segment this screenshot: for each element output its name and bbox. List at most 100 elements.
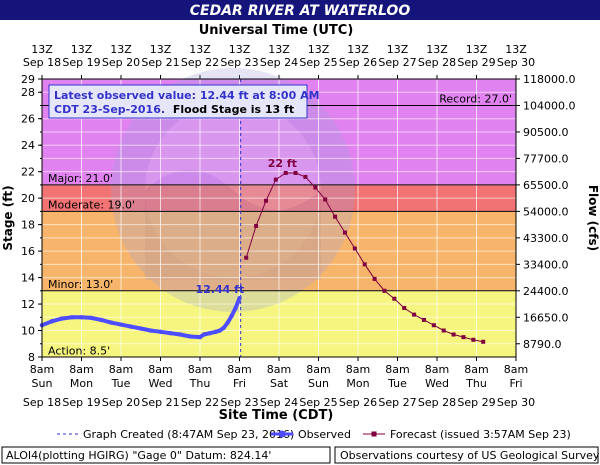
forecast-point xyxy=(352,246,357,251)
top-tick-hour: 13Z xyxy=(466,43,488,56)
forecast-point xyxy=(303,174,308,179)
info-line-1: Latest observed value: 12.44 ft at 8:00 … xyxy=(54,89,320,102)
forecast-point xyxy=(244,255,249,260)
bottom-tick-date: Sep 27 xyxy=(378,396,416,409)
bottom-tick-hour: 8am xyxy=(267,363,291,376)
observed-point xyxy=(59,316,64,321)
forecast-point xyxy=(372,276,377,281)
top-tick-date: Sep 20 xyxy=(102,56,140,69)
forecast-point xyxy=(481,339,486,344)
forecast-point xyxy=(254,223,259,228)
forecast-point xyxy=(461,335,466,340)
bottom-tick-date: Sep 20 xyxy=(102,396,140,409)
left-tick-label: 8 xyxy=(28,351,35,364)
top-tick-date: Sep 26 xyxy=(339,56,377,69)
bottom-tick-date: Sep 29 xyxy=(457,396,495,409)
left-tick-label: 10 xyxy=(21,325,35,338)
bottom-tick-date: Sep 19 xyxy=(62,396,100,409)
footer-right-box xyxy=(334,446,599,464)
svg-text:CDT 23-Sep-2016. Flood S: CDT 23-Sep-2016. Flood Stage is 13 ft xyxy=(54,103,294,116)
observed-point xyxy=(237,296,242,301)
right-tick-label: 77700.0 xyxy=(523,152,569,165)
left-tick-label: 29 xyxy=(21,73,35,86)
top-tick-date: Sep 23 xyxy=(220,56,258,69)
info-line-2a: CDT 23-Sep-2016. xyxy=(54,103,165,116)
footer-datum: ALOI4(plotting HGIRG) "Gage 0" Datum: 82… xyxy=(6,449,271,462)
bottom-tick-date: Sep 21 xyxy=(141,396,179,409)
footer-credit: Observations courtesy of US Geological S… xyxy=(340,449,600,462)
forecast-point xyxy=(323,197,328,202)
bottom-tick-day: Fri xyxy=(509,377,522,390)
left-tick-label: 14 xyxy=(21,272,35,285)
forecast-point xyxy=(392,296,397,301)
top-tick-date: Sep 18 xyxy=(23,56,61,69)
right-tick-label: 24400.0 xyxy=(523,285,569,298)
right-tick-label: 43300.0 xyxy=(523,232,569,245)
observed-point xyxy=(128,324,134,329)
left-tick-label: 24 xyxy=(21,139,35,152)
footer-left-box xyxy=(1,446,331,464)
observed-point xyxy=(229,313,234,319)
left-tick-label: 20 xyxy=(21,192,35,205)
forecast-point xyxy=(431,323,436,328)
left-tick-label: 18 xyxy=(21,219,35,232)
top-tick-hour: 13Z xyxy=(268,43,290,56)
right-tick-label: 104000.0 xyxy=(523,99,576,112)
bottom-tick-day: Mon xyxy=(70,377,93,390)
observed-point xyxy=(89,315,94,321)
top-tick-date: Sep 29 xyxy=(457,56,495,69)
band-labels: Record: 27.0' Major: 21.0' Moderate: 19.0'… xyxy=(42,92,516,357)
top-tick-date: Sep 30 xyxy=(497,56,535,69)
observed-point xyxy=(49,319,55,324)
bottom-tick-day: Sun xyxy=(308,377,329,390)
bottom-tick-hour: 8am xyxy=(464,363,488,376)
observed-point xyxy=(213,329,218,335)
forecast-point xyxy=(412,312,417,317)
observed-point xyxy=(201,332,207,337)
observed-point xyxy=(197,334,203,340)
bottom-tick-hour: 8am xyxy=(227,363,251,376)
legend-observed-label: Observed xyxy=(298,428,351,441)
bottom-tick-day: Thu xyxy=(465,377,487,390)
observed-point xyxy=(221,325,226,331)
bottom-tick-hour: 8am xyxy=(69,363,93,376)
bottom-tick-hour: 8am xyxy=(504,363,528,376)
forecast-point xyxy=(362,262,367,267)
forecast-point xyxy=(293,170,298,175)
bottom-tick-day: Mon xyxy=(346,377,369,390)
bottom-tick-day: Tue xyxy=(111,377,131,390)
right-axis-ticks: 8790.0 16650.0 24400.0 33400.0 43300.0 54000.… xyxy=(516,73,576,351)
bottom-tick-hour: 8am xyxy=(385,363,409,376)
top-tick-hour: 13Z xyxy=(71,43,93,56)
top-tick-date: Sep 24 xyxy=(260,56,298,69)
bottom-tick-day: Fri xyxy=(233,377,246,390)
right-tick-label: 8790.0 xyxy=(523,338,562,351)
top-tick-hour: 13Z xyxy=(426,43,448,56)
band-label-action: Action: 8.5' xyxy=(48,344,110,357)
bottom-tick-date: Sep 22 xyxy=(181,396,219,409)
title-bar xyxy=(0,0,600,20)
top-tick-hour: 13Z xyxy=(308,43,330,56)
left-tick-label: 12 xyxy=(21,298,35,311)
observed-point xyxy=(207,330,213,336)
observed-point xyxy=(79,315,84,320)
top-tick-date: Sep 21 xyxy=(141,56,179,69)
top-tick-hour: 13Z xyxy=(347,43,369,56)
right-tick-label: 118000.0 xyxy=(523,73,576,86)
bottom-tick-date: Sep 23 xyxy=(220,396,258,409)
observed-peak-label: 12.44 ft xyxy=(196,283,245,296)
observed-point xyxy=(148,328,153,333)
band-label-minor: Minor: 13.0' xyxy=(48,278,113,291)
left-tick-label: 26 xyxy=(21,113,35,126)
top-tick-hour: 13Z xyxy=(150,43,172,56)
bottom-axis-title: Site Time (CDT) xyxy=(219,408,334,423)
band-label-record: Record: 27.0' xyxy=(439,92,512,105)
legend: Graph Created (8:47AM Sep 23, 2016) Obse… xyxy=(57,428,571,441)
right-tick-label: 65500.0 xyxy=(523,179,569,192)
forecast-point xyxy=(273,177,278,182)
top-tick-hour: 13Z xyxy=(110,43,132,56)
bottom-tick-hour: 8am xyxy=(109,363,133,376)
